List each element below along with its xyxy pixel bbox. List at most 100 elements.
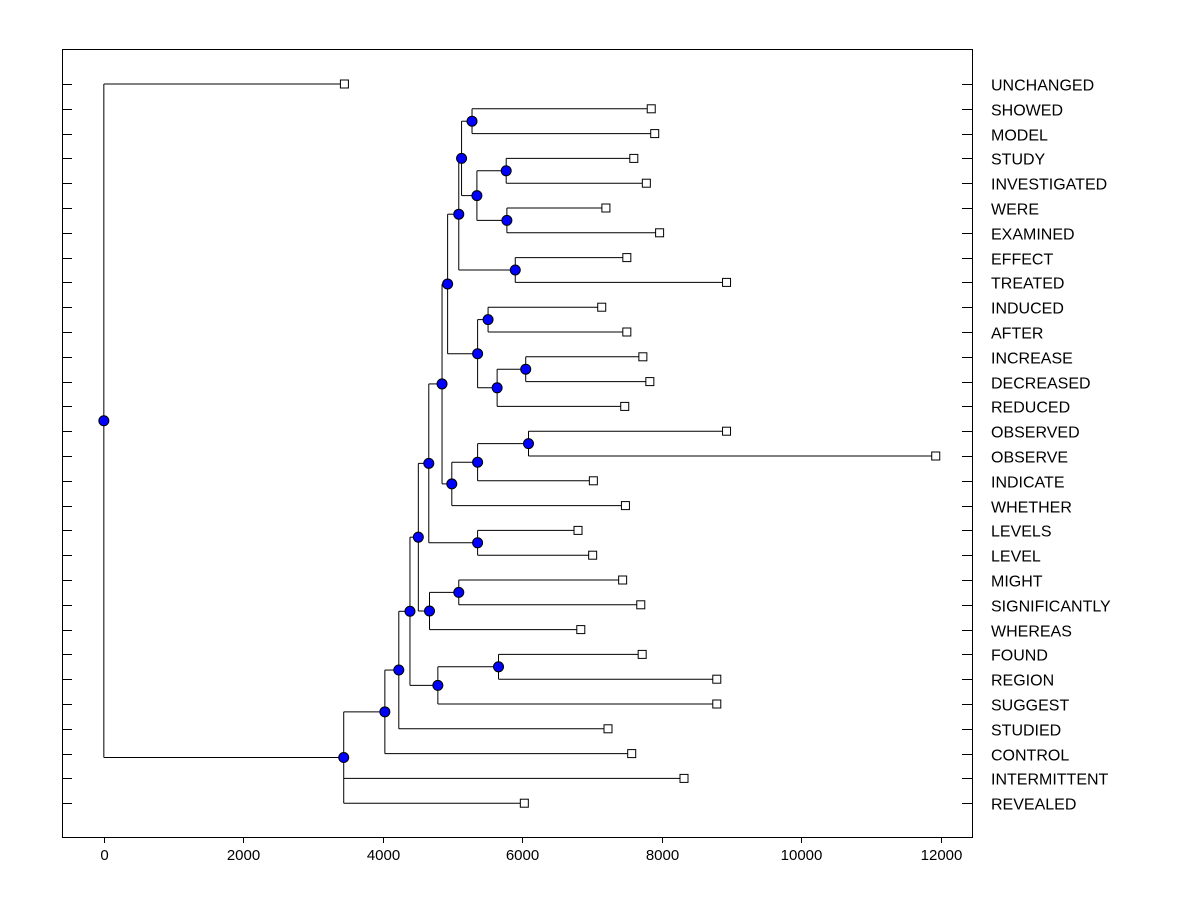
- leaf-label: SUGGEST: [991, 698, 1069, 715]
- leaf-marker: [712, 674, 722, 684]
- leaf-label: LEVELS: [991, 524, 1051, 541]
- leaf-marker: [645, 377, 655, 387]
- merge-node: [491, 382, 503, 394]
- merge-node: [393, 664, 405, 676]
- x-tick-label: 8000: [646, 847, 679, 864]
- leaf-label: STUDIED: [991, 723, 1061, 740]
- leaf-labels: UNCHANGED SHOWED MODEL STUDY INVESTIGATED WER…: [991, 78, 1111, 814]
- leaf-marker: [597, 302, 607, 312]
- merge-node: [520, 363, 532, 375]
- x-tick-label: 6000: [506, 847, 539, 864]
- leaf-label: INVESTIGATED: [991, 177, 1107, 194]
- merge-node: [423, 605, 435, 617]
- merge-node: [453, 208, 465, 220]
- leaf-label: EXAMINED: [991, 227, 1075, 244]
- leaf-markers: [339, 79, 941, 808]
- merge-node: [338, 752, 350, 764]
- merge-node: [98, 415, 110, 427]
- merge-node: [379, 706, 391, 718]
- merge-node: [466, 115, 478, 127]
- x-axis: 0 2000 4000 6000 8000 10000 12000: [100, 837, 962, 864]
- leaf-label: CONTROL: [991, 748, 1069, 765]
- leaf-label: TREATED: [991, 276, 1064, 293]
- merge-node: [442, 278, 454, 290]
- leaf-marker: [637, 649, 647, 659]
- leaf-marker: [641, 178, 651, 188]
- dendrogram-links: [103, 83, 936, 804]
- merge-node: [482, 314, 494, 326]
- leaf-label: FOUND: [991, 648, 1048, 665]
- merge-node: [471, 190, 483, 202]
- merge-node: [493, 661, 505, 673]
- merge-node: [456, 152, 468, 164]
- merge-nodes: [98, 115, 535, 764]
- merge-node: [501, 214, 513, 226]
- x-tick-label: 12000: [921, 847, 963, 864]
- leaf-label: INDICATE: [991, 475, 1064, 492]
- leaf-label: REGION: [991, 673, 1054, 690]
- leaf-marker: [620, 501, 630, 511]
- leaf-label: INTERMITTENT: [991, 772, 1109, 789]
- leaf-label: DECREASED: [991, 376, 1091, 393]
- leaf-marker: [646, 104, 656, 114]
- merge-node: [472, 348, 484, 360]
- leaf-label: UNCHANGED: [991, 78, 1094, 95]
- leaf-label: LEVEL: [991, 549, 1041, 566]
- leaf-label: AFTER: [991, 326, 1043, 343]
- merge-node: [446, 478, 458, 490]
- merge-node: [472, 537, 484, 549]
- leaf-label: OBSERVE: [991, 450, 1068, 467]
- leaf-label: SIGNIFICANTLY: [991, 599, 1111, 616]
- leaf-label: EFFECT: [991, 252, 1053, 269]
- leaf-label: STUDY: [991, 152, 1046, 169]
- x-tick-label: 4000: [367, 847, 400, 864]
- leaf-marker: [573, 525, 583, 535]
- leaf-marker: [629, 153, 639, 163]
- leaf-label: REVEALED: [991, 797, 1076, 814]
- merge-node: [509, 264, 521, 276]
- x-tick-label: 10000: [781, 847, 823, 864]
- leaf-label: INCREASE: [991, 351, 1073, 368]
- leaf-marker: [618, 575, 628, 585]
- leaf-marker: [601, 203, 611, 213]
- x-tick-label: 2000: [227, 847, 260, 864]
- leaf-marker: [588, 476, 598, 486]
- merge-node: [412, 531, 424, 543]
- leaf-marker: [655, 228, 665, 238]
- leaf-marker: [627, 749, 637, 759]
- merge-node: [500, 165, 512, 177]
- leaf-marker: [650, 129, 660, 139]
- leaf-label: WHETHER: [991, 500, 1072, 517]
- merge-node: [432, 679, 444, 691]
- merge-node: [423, 457, 435, 469]
- y-ticks: [62, 84, 972, 804]
- leaf-label: OBSERVED: [991, 425, 1080, 442]
- leaf-marker: [712, 699, 722, 709]
- leaf-marker: [622, 327, 632, 337]
- leaf-label: SHOWED: [991, 103, 1063, 120]
- leaf-marker: [339, 79, 349, 89]
- leaf-marker: [722, 426, 732, 436]
- leaf-label: MIGHT: [991, 574, 1043, 591]
- leaf-marker: [636, 600, 646, 610]
- leaf-label: WHEREAS: [991, 624, 1072, 641]
- leaf-marker: [679, 773, 689, 783]
- leaf-marker: [722, 277, 732, 287]
- leaf-marker: [638, 352, 648, 362]
- leaf-marker: [576, 625, 586, 635]
- leaf-marker: [622, 253, 632, 263]
- leaf-label: INDUCED: [991, 301, 1064, 318]
- leaf-label: MODEL: [991, 128, 1048, 145]
- merge-node: [436, 378, 448, 390]
- leaf-marker: [603, 724, 613, 734]
- merge-node: [453, 586, 465, 598]
- merge-node: [404, 605, 416, 617]
- leaf-marker: [588, 550, 598, 560]
- leaf-label: REDUCED: [991, 400, 1070, 417]
- leaf-marker: [519, 798, 529, 808]
- leaf-label: WERE: [991, 202, 1039, 219]
- merge-node: [523, 438, 535, 450]
- leaf-marker: [620, 401, 630, 411]
- plot-frame: [62, 49, 973, 838]
